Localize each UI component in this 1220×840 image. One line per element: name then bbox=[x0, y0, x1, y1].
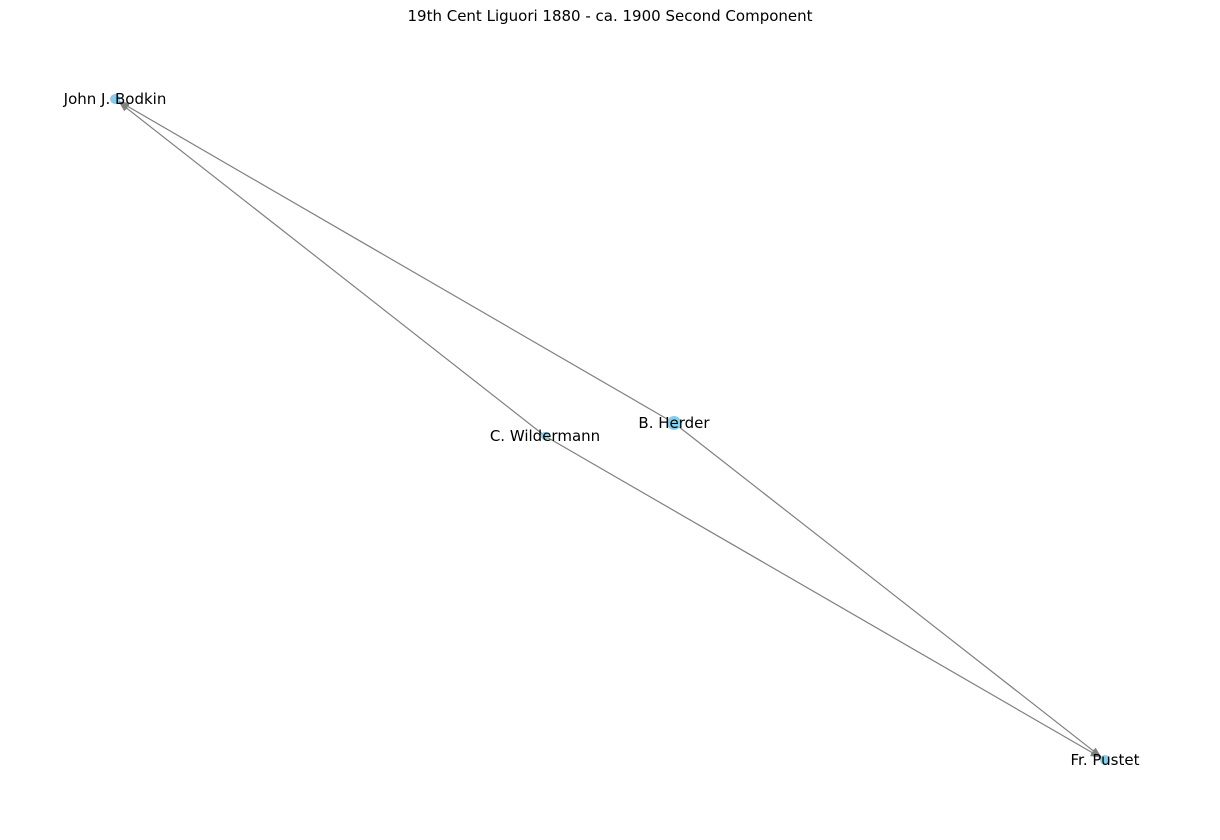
edge-herder-to-pustet bbox=[673, 422, 1102, 758]
node-pustet bbox=[1100, 755, 1110, 765]
node-bodkin bbox=[110, 94, 120, 104]
edges-layer bbox=[118, 100, 1102, 759]
labels-layer: John J. Bodkin B. Herder C. Wildermann Fr. … bbox=[63, 90, 1140, 769]
node-label-pustet: Fr. Pustet bbox=[1071, 751, 1140, 769]
edge-wildermann-to-pustet bbox=[544, 435, 1101, 759]
node-label-wildermann: C. Wildermann bbox=[490, 427, 600, 445]
node-label-herder: B. Herder bbox=[638, 414, 710, 432]
node-wildermann bbox=[541, 432, 549, 440]
edge-herder-to-bodkin bbox=[119, 100, 675, 424]
node-herder bbox=[667, 416, 681, 430]
nodes-layer bbox=[110, 94, 1110, 765]
edge-wildermann-to-bodkin bbox=[118, 101, 546, 437]
diagram-title: 19th Cent Liguori 1880 - ca. 1900 Second… bbox=[407, 7, 813, 25]
node-label-bodkin: John J. Bodkin bbox=[63, 90, 167, 108]
